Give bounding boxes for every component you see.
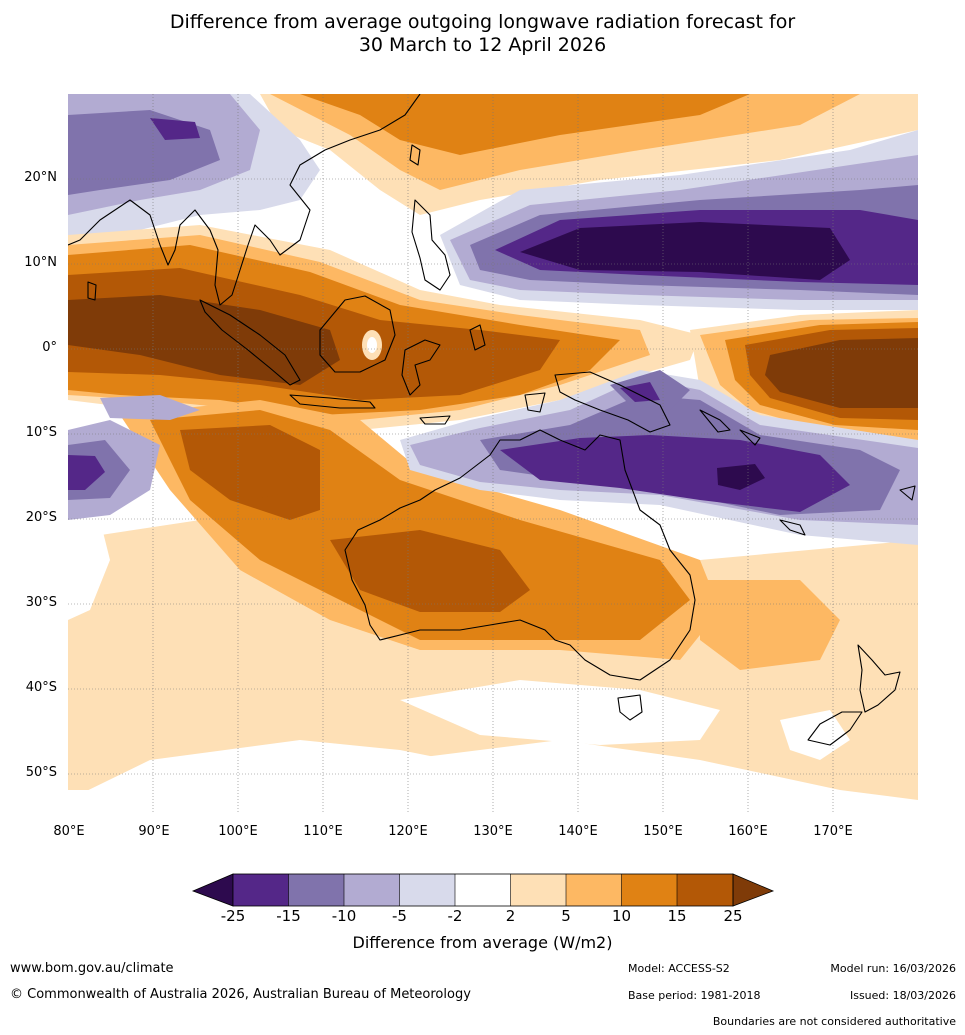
lon-label: 120°E <box>388 824 428 839</box>
australia-coastline <box>344 429 696 681</box>
lon-label: 130°E <box>473 824 513 839</box>
graticule <box>68 94 918 814</box>
new-zealand-north-island <box>857 644 901 713</box>
boundaries-disclaimer: Boundaries are not considered authoritat… <box>712 1015 956 1028</box>
lat-label: 10°S <box>25 425 57 440</box>
colorbar-extend-high <box>732 873 775 907</box>
coastlines <box>68 94 916 746</box>
colorbar-tick: 5 <box>561 907 571 925</box>
colorbar-tick: 15 <box>667 907 687 925</box>
colorbar-bin <box>399 874 455 906</box>
colorbar-tick: -15 <box>276 907 301 925</box>
new-zealand-south-island <box>807 711 863 746</box>
lat-label: 40°S <box>25 680 57 695</box>
colorbar <box>191 873 775 907</box>
colorbar-tick: 2 <box>505 907 516 925</box>
colorbar-tick: -2 <box>447 907 463 925</box>
borneo-coastline <box>319 295 396 373</box>
lon-label: 170°E <box>813 824 853 839</box>
asia-mainland-coastline <box>68 94 421 306</box>
colorbar-tick: -10 <box>331 907 357 925</box>
lat-label: 50°S <box>25 765 57 780</box>
tasmania-coastline <box>617 694 643 721</box>
lon-label: 150°E <box>643 824 683 839</box>
lon-label: 160°E <box>728 824 768 839</box>
colorbar-tick: 25 <box>723 907 743 925</box>
colorbar-bin <box>233 874 289 906</box>
colorbar-bin <box>510 874 566 906</box>
colorbar-tick: -5 <box>392 907 407 925</box>
lat-label: 10°N <box>24 255 57 270</box>
lat-label: 30°S <box>25 595 57 610</box>
copyright-text: © Commonwealth of Australia 2026, Austra… <box>10 987 471 1002</box>
colorbar-bin <box>677 874 733 906</box>
lon-label: 100°E <box>218 824 258 839</box>
colorbar-extend-low <box>191 873 234 907</box>
lat-label: 20°S <box>25 510 57 525</box>
colorbar-label: Difference from average (W/m2) <box>352 933 613 952</box>
lat-label: 20°N <box>24 170 57 185</box>
colorbar-bin <box>566 874 622 906</box>
sulawesi-coastline <box>401 339 441 396</box>
model-name: Model: ACCESS-S2 <box>628 962 730 975</box>
colorbar-bin <box>344 874 400 906</box>
lat-label: 0° <box>42 340 57 355</box>
website-link[interactable]: www.bom.gov.au/climate <box>10 961 174 976</box>
sri-lanka-coastline <box>87 281 97 301</box>
lon-label: 80°E <box>53 824 85 839</box>
colorbar-tick: -25 <box>220 907 246 925</box>
taiwan-coastline <box>409 144 421 166</box>
new-guinea-coastline <box>554 371 671 433</box>
colorbar-bin <box>621 874 677 906</box>
colorbar-tick: 10 <box>611 907 632 925</box>
colorbar-bin <box>455 874 511 906</box>
philippines-coastline <box>411 199 451 291</box>
model-run-date: Model run: 16/03/2026 <box>830 962 956 975</box>
sumatra-coastline <box>199 299 301 386</box>
chart-title-line-2: 30 March to 12 April 2026 <box>358 34 607 56</box>
chart-title-line-1: Difference from average outgoing longwav… <box>169 11 796 33</box>
colorbar-bin <box>288 874 344 906</box>
lon-label: 140°E <box>558 824 598 839</box>
issued-date: Issued: 18/03/2026 <box>849 989 956 1002</box>
lon-label: 90°E <box>138 824 170 839</box>
base-period: Base period: 1981-2018 <box>628 989 761 1002</box>
lon-label: 110°E <box>303 824 343 839</box>
java-coastline <box>289 394 376 409</box>
